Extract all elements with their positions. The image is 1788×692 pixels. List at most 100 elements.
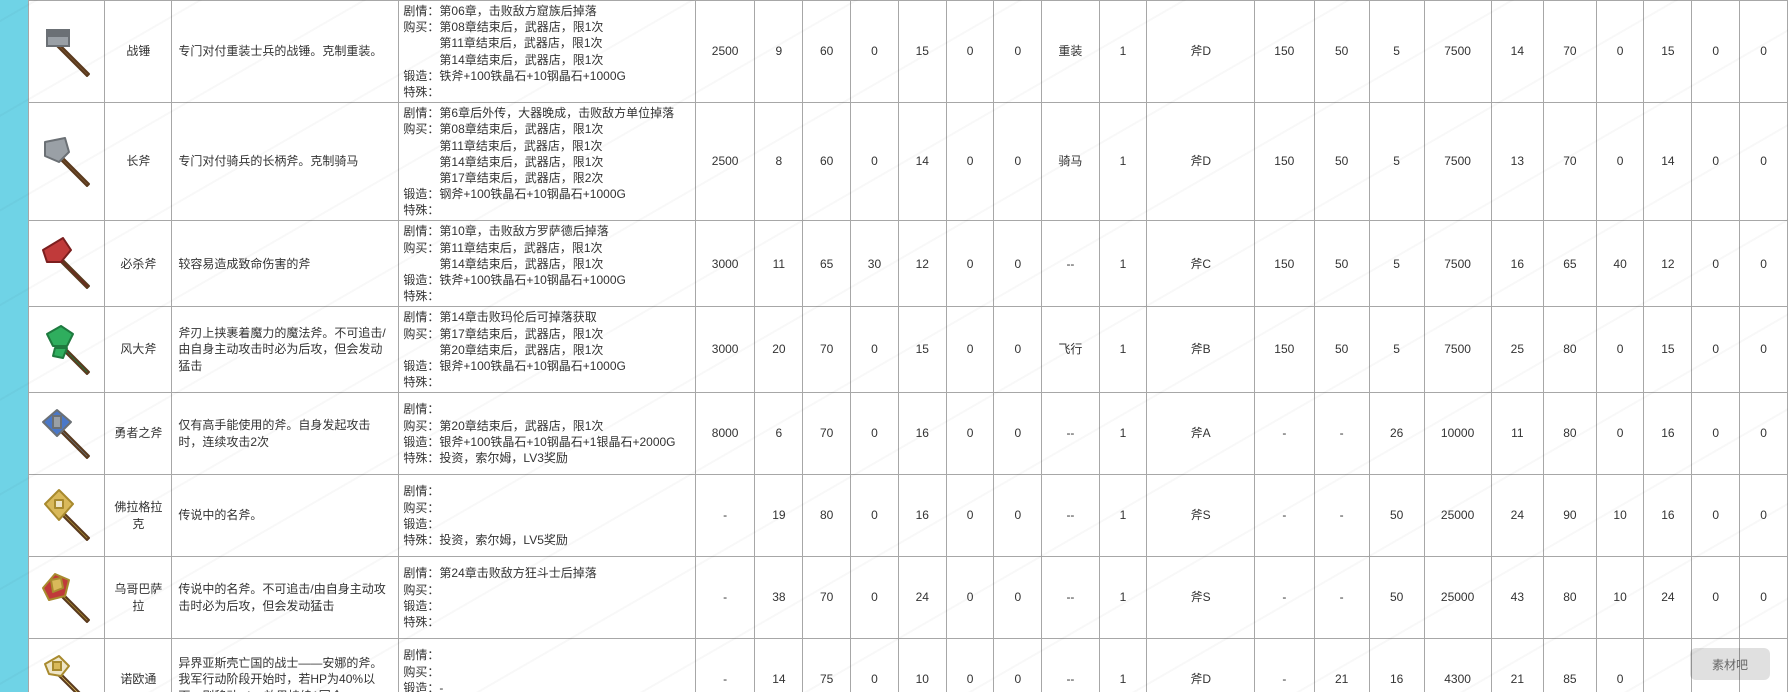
stat-cell: 20: [755, 307, 803, 393]
stat-cell: 0: [851, 475, 899, 557]
stat-cell: 85: [1544, 639, 1597, 692]
stat-cell: 15: [1644, 1, 1692, 103]
stat-cell: 70: [803, 393, 851, 475]
stat-cell: --: [1042, 393, 1099, 475]
stat-cell: 0: [994, 557, 1042, 639]
stat-cell: 0: [946, 307, 994, 393]
stat-cell: 50: [1314, 103, 1369, 221]
table-row: 诺欧通异界亚斯壳亡国的战士——安娜的斧。我军行动阶段开始时，若HP为40%以下，…: [29, 639, 1788, 692]
stat-cell: 0: [1692, 103, 1740, 221]
stat-cell: 10: [898, 639, 946, 692]
stat-cell: 飞行: [1042, 307, 1099, 393]
stat-cell: 70: [803, 557, 851, 639]
stat-cell: 90: [1544, 475, 1597, 557]
stat-cell: 0: [1740, 557, 1788, 639]
left-rail: [0, 0, 28, 692]
stat-cell: 12: [898, 221, 946, 307]
weapon-desc: 传说中的名斧。: [172, 475, 399, 557]
weapon-name: 佛拉格拉克: [105, 475, 172, 557]
stat-cell: 2500: [695, 1, 755, 103]
stat-cell: 65: [803, 221, 851, 307]
stat-cell: 25000: [1424, 475, 1491, 557]
stat-cell: 7500: [1424, 307, 1491, 393]
weapon-obtain: 剧情：第06章，击败敌方窟族后掉落 购买：第08章结束后，武器店，限1次 第11…: [399, 1, 695, 103]
stat-cell: --: [1042, 221, 1099, 307]
stat-cell: 40: [1596, 221, 1644, 307]
stat-cell: 0: [946, 639, 994, 692]
stat-cell: 0: [851, 307, 899, 393]
braveaxe-icon: [39, 406, 95, 462]
weapon-obtain: 剧情： 购买：第20章结束后，武器店，限1次 锻造：银斧+100铁晶石+10钢晶…: [399, 393, 695, 475]
stat-cell: 15: [898, 1, 946, 103]
stat-cell: 150: [1254, 307, 1314, 393]
stat-cell: 11: [1491, 393, 1544, 475]
stat-cell: 7500: [1424, 1, 1491, 103]
stat-cell: 3000: [695, 221, 755, 307]
weapon-desc: 异界亚斯壳亡国的战士——安娜的斧。我军行动阶段开始时，若HP为40%以下，则移动…: [172, 639, 399, 692]
stat-cell: 150: [1254, 221, 1314, 307]
stat-cell: 0: [994, 1, 1042, 103]
weapon-icon-cell: [29, 103, 105, 221]
stat-cell: -: [1314, 393, 1369, 475]
stat-cell: 50: [1314, 221, 1369, 307]
stat-cell: 43: [1491, 557, 1544, 639]
stat-cell: 斧C: [1147, 221, 1255, 307]
stat-cell: 14: [755, 639, 803, 692]
stat-cell: 80: [1544, 393, 1597, 475]
weapon-desc: 专门对付重装士兵的战锤。克制重装。: [172, 1, 399, 103]
stat-cell: 16: [898, 393, 946, 475]
weapon-table-wrap: 战锤专门对付重装士兵的战锤。克制重装。剧情：第06章，击败敌方窟族后掉落 购买：…: [28, 0, 1788, 692]
stat-cell: 1: [1099, 221, 1147, 307]
stat-cell: 0: [1692, 221, 1740, 307]
stat-cell: 4300: [1424, 639, 1491, 692]
stat-cell: 0: [1740, 475, 1788, 557]
stat-cell: 70: [1544, 1, 1597, 103]
stat-cell: 16: [1644, 475, 1692, 557]
stat-cell: 1: [1099, 639, 1147, 692]
weapon-name: 长斧: [105, 103, 172, 221]
stat-cell: 75: [803, 639, 851, 692]
weapon-name: 诺欧通: [105, 639, 172, 692]
stat-cell: 7500: [1424, 221, 1491, 307]
stat-cell: -: [1314, 557, 1369, 639]
weapon-obtain: 剧情：第6章后外传，大器晚成，击败敌方单位掉落 购买：第08章结束后，武器店，限…: [399, 103, 695, 221]
windaxe-icon: [39, 322, 95, 378]
stat-cell: [1644, 639, 1692, 692]
stat-cell: 12: [1644, 221, 1692, 307]
stat-cell: 0: [1692, 393, 1740, 475]
weapon-obtain: 剧情：第14章击败玛伦后可掉落获取 购买：第17章结束后，武器店，限1次 第20…: [399, 307, 695, 393]
weapon-desc: 斧刃上挟裹着魔力的魔法斧。不可追击/由自身主动攻击时必为后攻，但会发动猛击: [172, 307, 399, 393]
stat-cell: 150: [1254, 1, 1314, 103]
stat-cell: 0: [1692, 307, 1740, 393]
killaxe-icon: [39, 236, 95, 292]
stat-cell: 1: [1099, 103, 1147, 221]
stat-cell: 50: [1314, 307, 1369, 393]
table-row: 战锤专门对付重装士兵的战锤。克制重装。剧情：第06章，击败敌方窟族后掉落 购买：…: [29, 1, 1788, 103]
warhammer-icon: [39, 24, 95, 80]
stat-cell: 26: [1369, 393, 1424, 475]
stat-cell: 60: [803, 1, 851, 103]
weapon-desc: 较容易造成致命伤害的斧: [172, 221, 399, 307]
stat-cell: 150: [1254, 103, 1314, 221]
stat-cell: 70: [1544, 103, 1597, 221]
stat-cell: 15: [898, 307, 946, 393]
stat-cell: 10000: [1424, 393, 1491, 475]
weapon-name: 勇者之斧: [105, 393, 172, 475]
stat-cell: 50: [1369, 557, 1424, 639]
stat-cell: 0: [1740, 1, 1788, 103]
legend1-icon: [39, 488, 95, 544]
stat-cell: 16: [898, 475, 946, 557]
stat-cell: 斧D: [1147, 103, 1255, 221]
weapon-icon-cell: [29, 307, 105, 393]
stat-cell: 21: [1314, 639, 1369, 692]
stat-cell: -: [1254, 557, 1314, 639]
stat-cell: 0: [1740, 103, 1788, 221]
stat-cell: 0: [851, 1, 899, 103]
stat-cell: --: [1042, 557, 1099, 639]
stat-cell: 16: [1369, 639, 1424, 692]
stat-cell: 6: [755, 393, 803, 475]
weapon-obtain: 剧情： 购买： 锻造：- 特殊：手游联动: [399, 639, 695, 692]
weapon-name: 乌哥巴萨拉: [105, 557, 172, 639]
stat-cell: 斧B: [1147, 307, 1255, 393]
weapon-icon-cell: [29, 475, 105, 557]
